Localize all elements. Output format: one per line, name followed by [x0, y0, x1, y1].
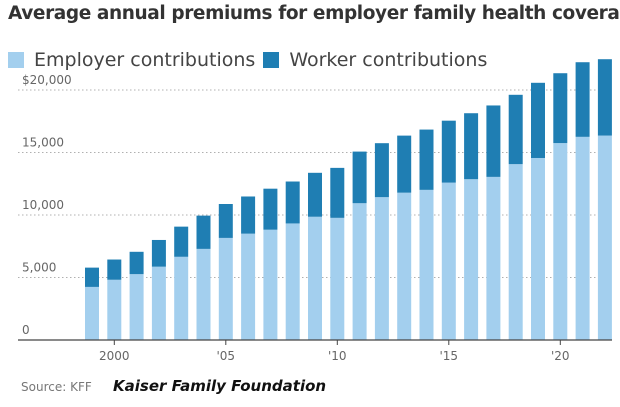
y-tick-label: 5,000 — [22, 261, 56, 275]
bar-employer-2014 — [419, 189, 434, 340]
bar-worker-2016 — [464, 113, 479, 180]
bar-employer-2004 — [196, 248, 211, 340]
chart-title: Average annual premiums for employer fam… — [8, 3, 620, 24]
bar-employer-2022 — [597, 135, 612, 340]
y-tick-label: 15,000 — [22, 136, 64, 150]
bar-employer-2012 — [374, 197, 389, 340]
legend-swatch-employer — [8, 52, 24, 68]
bar-employer-2003 — [174, 256, 189, 340]
bar-employer-2016 — [464, 179, 479, 340]
legend-label-worker: Worker contributions — [289, 49, 488, 71]
x-tick-label: 2000 — [99, 349, 130, 363]
x-tick-label: '10 — [328, 349, 347, 363]
bar-worker-2013 — [397, 135, 412, 193]
bar-employer-2020 — [553, 143, 568, 340]
bar-worker-2012 — [374, 143, 389, 198]
bar-employer-2021 — [575, 136, 590, 340]
bar-employer-2001 — [129, 274, 144, 340]
bar-worker-2011 — [352, 151, 367, 204]
bar-worker-2018 — [508, 94, 523, 165]
bar-employer-2011 — [352, 203, 367, 340]
legend-item-worker: Worker contributions — [263, 49, 487, 71]
bar-employer-2006 — [241, 233, 256, 340]
bar-worker-2006 — [241, 196, 256, 234]
y-tick-label: 10,000 — [22, 198, 64, 212]
bar-worker-2002 — [151, 239, 166, 267]
bar-worker-2009 — [308, 172, 322, 217]
bar-worker-2017 — [486, 105, 501, 177]
source-note: Source: KFF — [21, 380, 92, 394]
bar-worker-2022 — [597, 59, 612, 136]
bar-employer-1999 — [85, 286, 99, 340]
bar-worker-2007 — [263, 188, 278, 230]
legend-label-employer: Employer contributions — [34, 49, 256, 71]
bar-employer-2000 — [107, 279, 122, 340]
bar-employer-2013 — [397, 192, 412, 340]
bar-employer-2018 — [508, 164, 523, 340]
bar-employer-2009 — [308, 216, 322, 340]
bar-employer-2007 — [263, 229, 278, 340]
chart-legend: Employer contributions Worker contributi… — [8, 47, 487, 73]
bar-employer-2005 — [218, 237, 233, 340]
bar-worker-2015 — [441, 120, 456, 183]
attribution-text: Kaiser Family Foundation — [113, 377, 327, 395]
bar-worker-1999 — [85, 267, 99, 287]
bar-employer-2010 — [330, 217, 345, 340]
bar-worker-2014 — [419, 129, 434, 190]
bar-worker-2021 — [575, 62, 590, 137]
bar-employer-2017 — [486, 176, 501, 340]
x-tick-label: '05 — [217, 349, 236, 363]
x-tick-label: '20 — [551, 349, 570, 363]
bar-worker-2004 — [196, 215, 211, 249]
bar-worker-2001 — [129, 251, 144, 275]
bar-worker-2010 — [330, 167, 345, 218]
y-tick-label: $20,000 — [22, 73, 72, 87]
legend-item-employer: Employer contributions — [8, 49, 255, 71]
bar-worker-2008 — [285, 181, 300, 224]
legend-swatch-worker — [263, 52, 280, 68]
bar-employer-2008 — [285, 223, 300, 340]
bar-employer-2015 — [441, 182, 456, 340]
bar-worker-2020 — [553, 73, 568, 144]
bar-worker-2019 — [531, 82, 545, 158]
bar-employer-2002 — [151, 266, 166, 340]
y-tick-label: 0 — [22, 323, 30, 337]
bar-employer-2019 — [531, 157, 545, 340]
bar-worker-2003 — [174, 226, 189, 257]
bar-worker-2000 — [107, 259, 122, 280]
bar-worker-2005 — [218, 204, 233, 238]
x-tick-label: '15 — [440, 349, 459, 363]
